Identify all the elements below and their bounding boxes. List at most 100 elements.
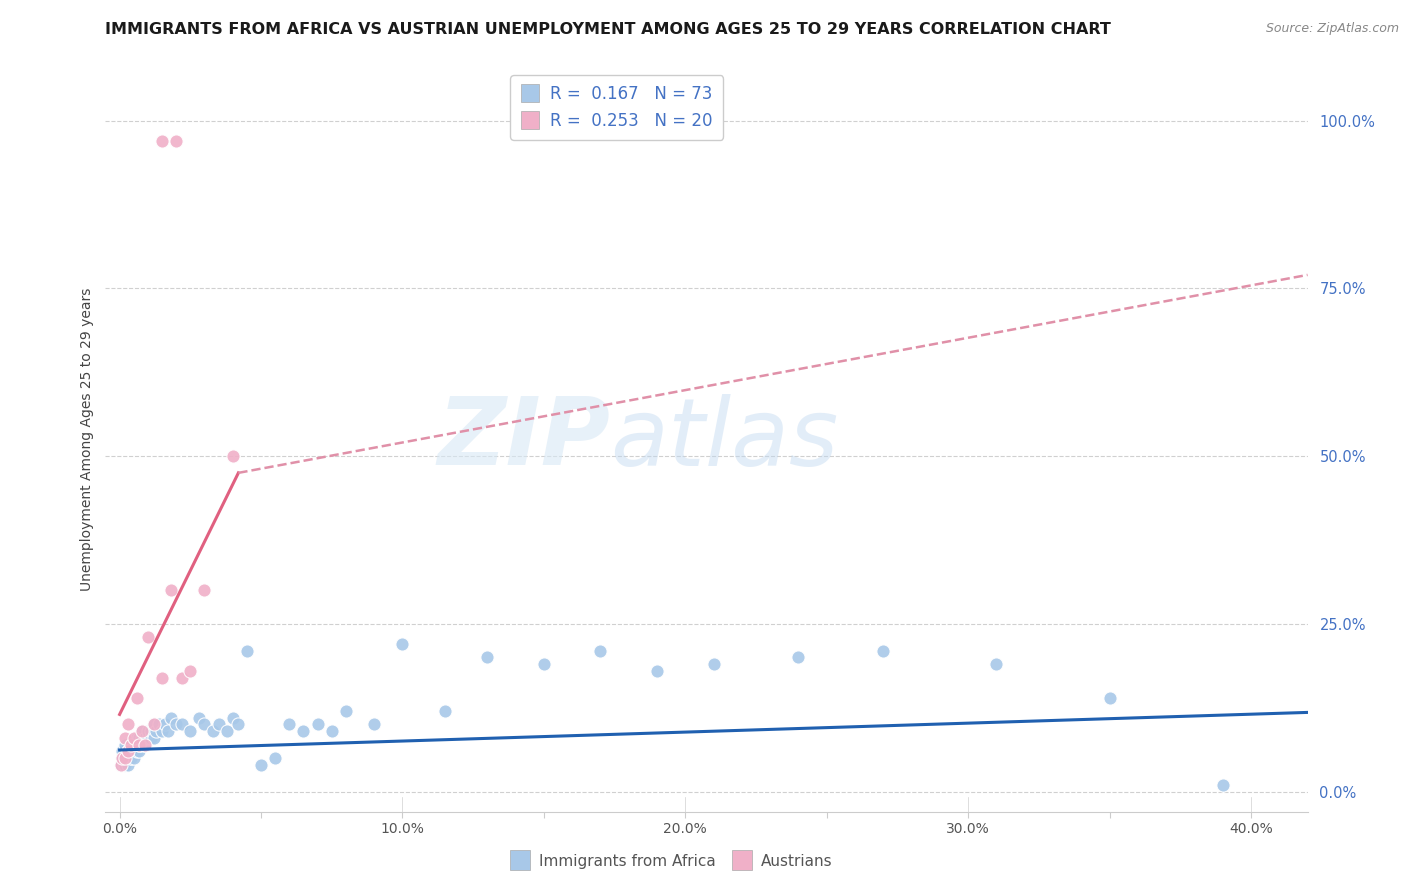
Point xyxy=(645,664,668,678)
Point xyxy=(139,724,162,739)
Point xyxy=(1212,778,1234,792)
Point xyxy=(986,657,1008,672)
Point xyxy=(150,134,173,148)
Point xyxy=(120,738,142,752)
Point xyxy=(193,583,215,598)
Point xyxy=(150,671,173,685)
Point xyxy=(136,630,159,644)
Point xyxy=(122,751,145,765)
Point xyxy=(131,738,153,752)
Point xyxy=(134,738,156,752)
Point xyxy=(128,731,150,745)
Point xyxy=(187,711,209,725)
Point xyxy=(110,757,132,772)
Point xyxy=(872,643,894,657)
Point xyxy=(110,757,132,772)
Point xyxy=(201,724,224,739)
Point xyxy=(117,744,139,758)
Point xyxy=(136,731,159,745)
Point xyxy=(112,757,135,772)
Point xyxy=(307,717,329,731)
Point xyxy=(114,751,136,765)
Point xyxy=(156,724,179,739)
Point xyxy=(703,657,725,672)
Point xyxy=(207,717,229,731)
Point xyxy=(363,717,385,731)
Point xyxy=(179,664,201,678)
Point xyxy=(391,637,413,651)
Point xyxy=(122,731,145,745)
Point xyxy=(125,738,148,752)
Point xyxy=(120,751,142,765)
Point xyxy=(217,724,239,739)
Point xyxy=(131,724,153,739)
Text: Source: ZipAtlas.com: Source: ZipAtlas.com xyxy=(1265,22,1399,36)
Text: IMMIGRANTS FROM AFRICA VS AUSTRIAN UNEMPLOYMENT AMONG AGES 25 TO 29 YEARS CORREL: IMMIGRANTS FROM AFRICA VS AUSTRIAN UNEMP… xyxy=(105,22,1111,37)
Point xyxy=(222,711,245,725)
Point xyxy=(131,731,153,745)
Point xyxy=(179,724,201,739)
Point xyxy=(125,744,148,758)
Point xyxy=(111,751,134,765)
Point xyxy=(1098,690,1121,705)
Point xyxy=(321,724,343,739)
Point xyxy=(122,744,145,758)
Legend: Immigrants from Africa, Austrians: Immigrants from Africa, Austrians xyxy=(502,847,839,875)
Point xyxy=(278,717,301,731)
Text: ZIP: ZIP xyxy=(437,393,610,485)
Point xyxy=(139,731,162,745)
Point xyxy=(114,731,136,745)
Point xyxy=(134,731,156,745)
Point xyxy=(228,717,250,731)
Point xyxy=(159,583,181,598)
Point xyxy=(114,757,136,772)
Point xyxy=(433,704,456,718)
Point xyxy=(477,650,499,665)
Point xyxy=(117,757,139,772)
Point xyxy=(117,744,139,758)
Point xyxy=(170,717,193,731)
Point xyxy=(111,744,134,758)
Point xyxy=(148,717,170,731)
Point xyxy=(589,643,612,657)
Point xyxy=(120,738,142,752)
Point xyxy=(145,724,167,739)
Point xyxy=(335,704,357,718)
Point xyxy=(125,731,148,745)
Point xyxy=(125,690,148,705)
Point xyxy=(165,134,187,148)
Point xyxy=(120,744,142,758)
Point xyxy=(122,738,145,752)
Point xyxy=(193,717,215,731)
Point xyxy=(787,650,810,665)
Point xyxy=(136,724,159,739)
Point xyxy=(292,724,315,739)
Point xyxy=(117,717,139,731)
Point xyxy=(111,751,134,765)
Point xyxy=(170,671,193,685)
Point xyxy=(117,751,139,765)
Point xyxy=(533,657,555,672)
Point xyxy=(250,757,273,772)
Point xyxy=(131,724,153,739)
Point xyxy=(120,751,142,765)
Point xyxy=(142,717,165,731)
Point xyxy=(142,731,165,745)
Point xyxy=(128,738,150,752)
Point xyxy=(114,751,136,765)
Point xyxy=(153,717,176,731)
Point xyxy=(264,751,287,765)
Point xyxy=(222,449,245,463)
Point xyxy=(236,643,259,657)
Y-axis label: Unemployment Among Ages 25 to 29 years: Unemployment Among Ages 25 to 29 years xyxy=(80,287,94,591)
Point xyxy=(128,744,150,758)
Point xyxy=(114,738,136,752)
Point xyxy=(165,717,187,731)
Point xyxy=(117,744,139,758)
Text: atlas: atlas xyxy=(610,393,838,485)
Point xyxy=(122,738,145,752)
Point xyxy=(150,724,173,739)
Point xyxy=(159,711,181,725)
Point xyxy=(128,738,150,752)
Point xyxy=(142,717,165,731)
